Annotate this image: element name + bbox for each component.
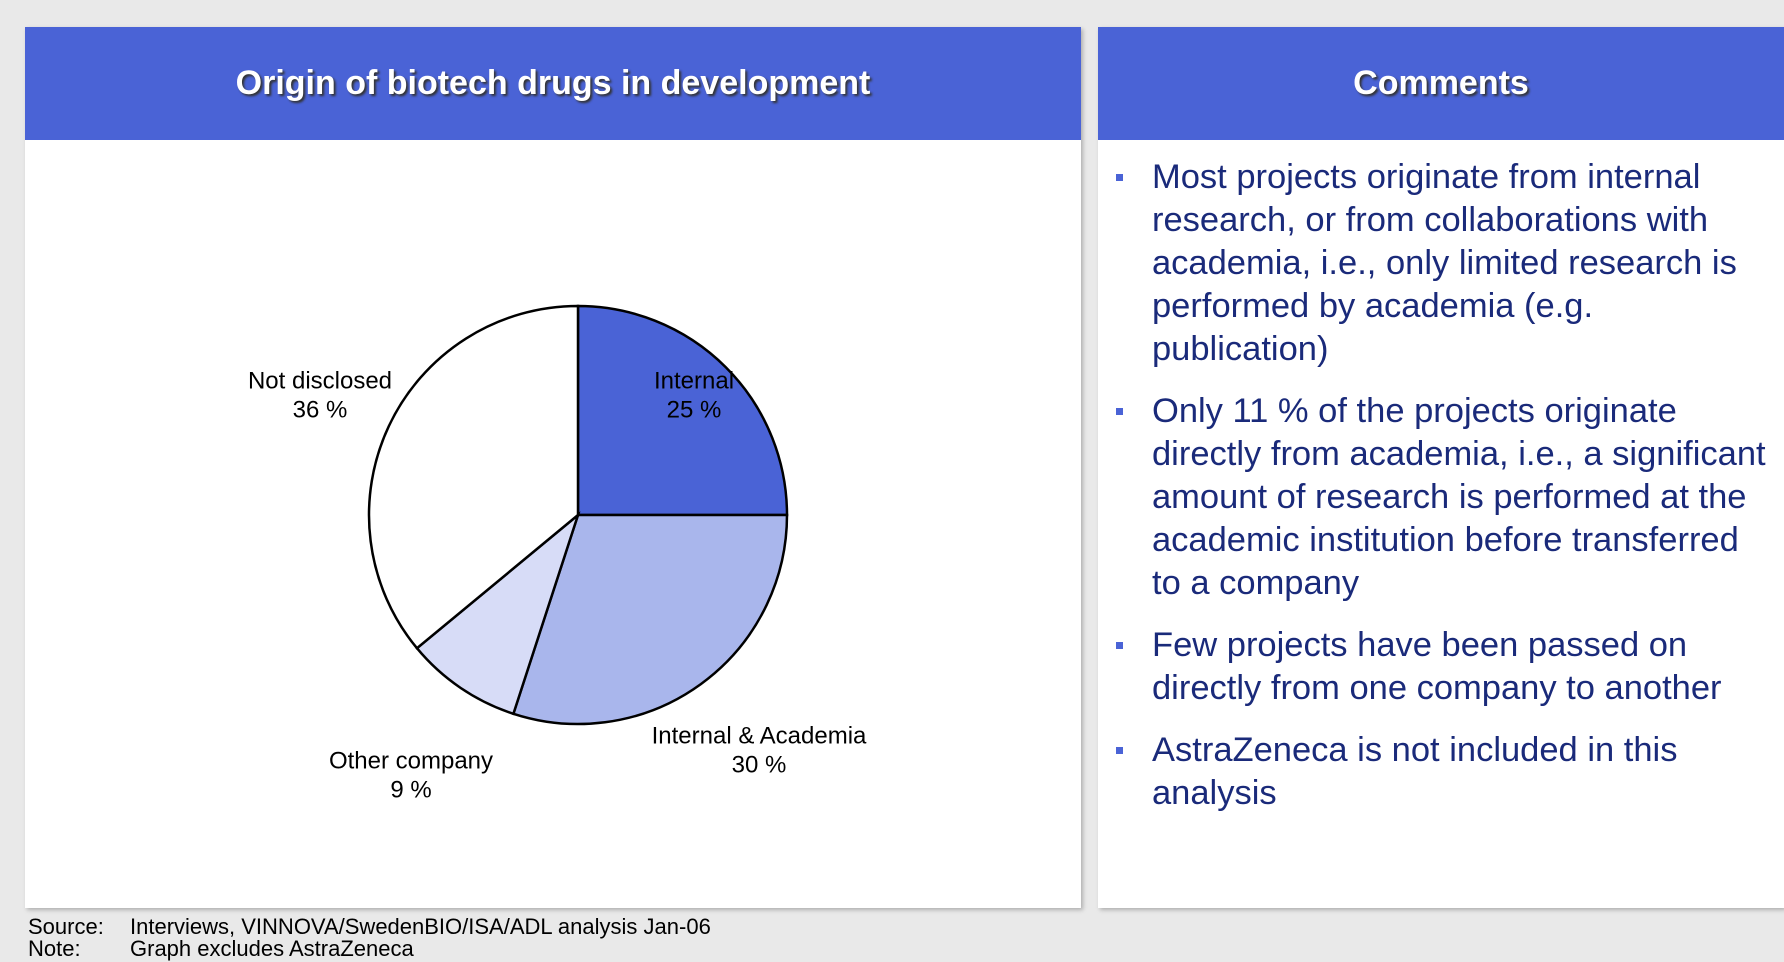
slice-label: Internal [654, 367, 734, 394]
comment-item: Most projects originate from internal re… [1098, 156, 1774, 371]
footer-text: Graph excludes AstraZeneca [130, 936, 414, 961]
comment-item: AstraZeneca is not included in this anal… [1098, 729, 1774, 815]
comment-item: Only 11 % of the projects originate dire… [1098, 390, 1774, 605]
slice-label: Not disclosed [248, 367, 392, 394]
comments-panel: Comments Most projects originate from in… [1098, 27, 1784, 908]
footer-label: Note: [28, 936, 81, 961]
footer-text: Interviews, VINNOVA/SwedenBIO/ISA/ADL an… [130, 914, 711, 939]
slice-value-label: 30 % [732, 751, 787, 778]
slice-value-label: 25 % [667, 396, 722, 423]
chart-title: Origin of biotech drugs in development [25, 27, 1081, 140]
pie-slice [367, 304, 580, 650]
footer-line: Note: Graph excludes AstraZeneca [28, 938, 414, 960]
pie-slice [415, 511, 581, 716]
comment-item: Few projects have been passed on directl… [1098, 624, 1774, 710]
slice-value-label: 36 % [293, 396, 348, 423]
slice-label: Other company [329, 747, 493, 774]
chart-panel: Origin of biotech drugs in development I… [25, 27, 1081, 908]
comments-list: Most projects originate from internal re… [1098, 140, 1784, 815]
comments-title: Comments [1098, 27, 1784, 140]
pie-slice [511, 513, 789, 726]
slice-label: Internal & Academia [652, 722, 867, 749]
slice-value-label: 9 % [390, 776, 431, 803]
pie-slice [576, 304, 789, 517]
footer-label: Source: [28, 914, 104, 939]
footer-line: Source: Interviews, VINNOVA/SwedenBIO/ISA… [28, 916, 711, 938]
